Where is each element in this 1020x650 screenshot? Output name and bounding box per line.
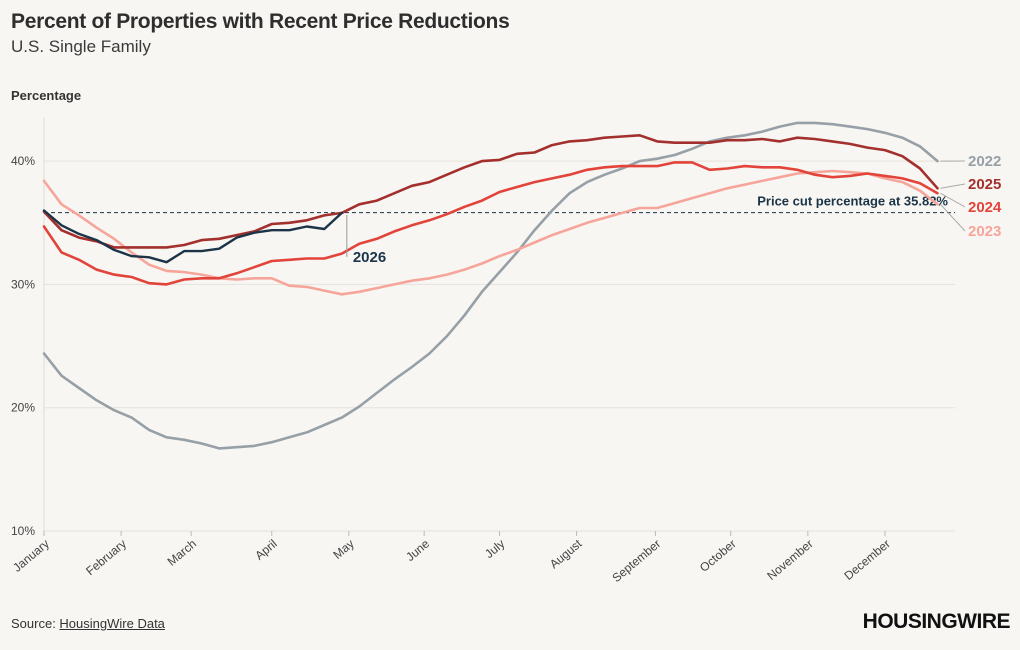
series-label-2026: 2026 xyxy=(353,249,386,266)
series-line-2023 xyxy=(42,169,939,296)
series-line-2024 xyxy=(42,161,939,286)
gridlines xyxy=(43,118,955,532)
x-tick-label: February xyxy=(83,537,129,579)
series-label-2023: 2023 xyxy=(968,223,1001,240)
housingwire-logo: HOUSINGWIRE xyxy=(862,610,1011,633)
series-lines xyxy=(42,121,939,450)
chart-subtitle: U.S. Single Family xyxy=(11,37,151,56)
series-line-2026 xyxy=(42,209,343,264)
x-tick-label: May xyxy=(330,537,356,562)
y-axis-title: Percentage xyxy=(11,88,82,103)
source-link[interactable]: HousingWire Data xyxy=(59,616,165,631)
series-label-2025: 2025 xyxy=(968,176,1001,193)
leader-line-2025 xyxy=(940,183,966,189)
x-tick-label: March xyxy=(165,537,200,569)
source-prefix: Source: xyxy=(11,616,60,631)
x-tick-label: January xyxy=(10,537,52,575)
x-tick-label: December xyxy=(841,537,892,583)
series-label-2022: 2022 xyxy=(968,153,1001,170)
x-axis-ticks: January February March April May June July Augu… xyxy=(10,531,893,585)
chart-title: Percent of Properties with Recent Price … xyxy=(11,10,510,33)
reference-line-group: Price cut percentage at 35.82% xyxy=(44,194,955,214)
y-tick-label: 30% xyxy=(11,277,35,291)
x-tick-label: September xyxy=(609,537,663,585)
x-tick-label: June xyxy=(403,536,432,564)
leader-line-2023 xyxy=(940,203,966,232)
source-line: Source: HousingWire Data xyxy=(11,616,165,631)
x-tick-label: November xyxy=(764,537,815,583)
line-chart: 10% 20% 30% 40% January February March April Ma… xyxy=(10,118,1002,585)
leader-line-2024 xyxy=(940,192,966,208)
y-axis-ticks: 10% 20% 30% 40% xyxy=(11,154,35,538)
x-tick-label: October xyxy=(697,537,739,575)
series-line-2025 xyxy=(42,134,939,249)
series-labels: 2022 2023 2024 2025 2026 xyxy=(346,153,1002,266)
x-tick-label: August xyxy=(547,536,585,571)
x-tick-label: July xyxy=(482,537,507,561)
series-label-2024: 2024 xyxy=(968,199,1002,216)
y-tick-label: 10% xyxy=(11,524,35,538)
x-tick-label: April xyxy=(252,537,279,563)
reference-line-label: Price cut percentage at 35.82% xyxy=(757,194,948,209)
series-line-2022 xyxy=(42,121,939,450)
y-tick-label: 40% xyxy=(11,154,35,168)
y-tick-label: 20% xyxy=(11,401,35,415)
